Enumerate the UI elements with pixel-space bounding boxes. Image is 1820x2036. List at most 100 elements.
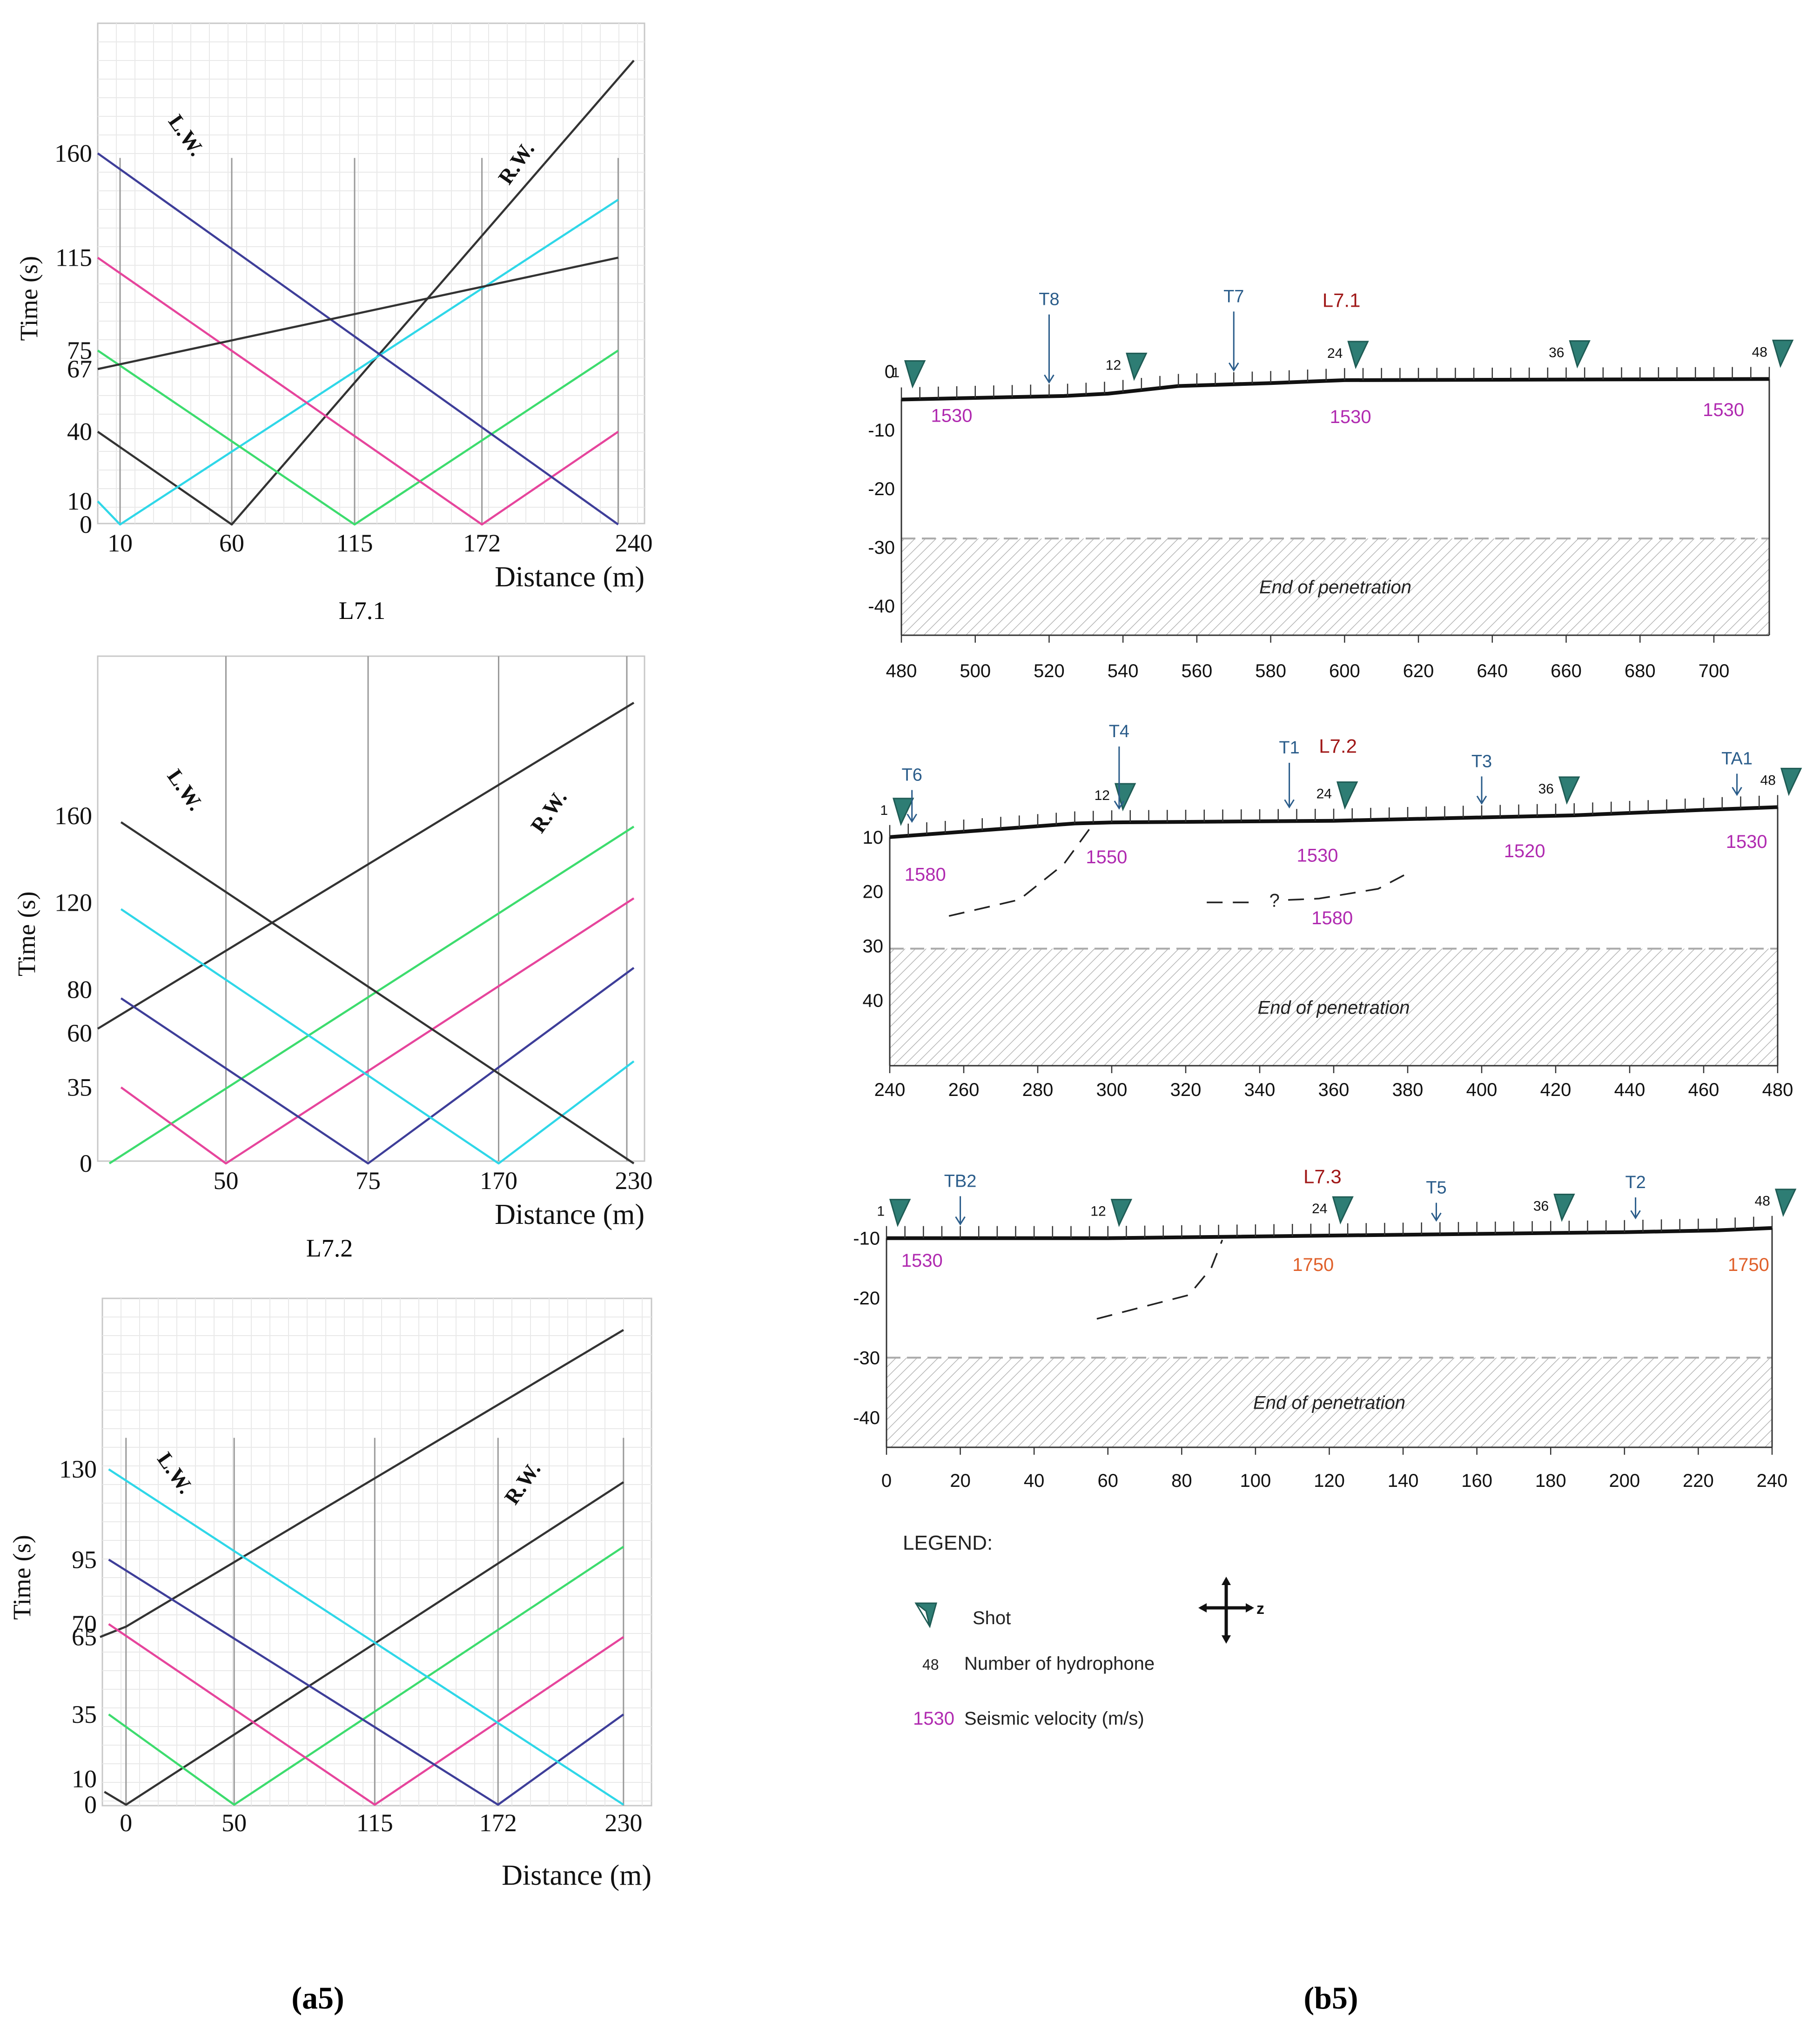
borehole-label: T1: [1279, 738, 1299, 758]
x-tick-label: 480: [886, 661, 917, 681]
shot-icon: [1126, 352, 1148, 381]
shot-icon: [1332, 1196, 1354, 1225]
x-tick-label: 520: [1034, 661, 1065, 681]
velocity-label: 1530: [1297, 845, 1338, 866]
profile-l7-2: End of penetration 1 12 24 36 48 T6 T4 T1 T3 TA1 15…: [863, 722, 1802, 1100]
x-tick-label: 600: [1329, 661, 1360, 681]
shot-icon: [1110, 1199, 1133, 1227]
x-tick-label: 660: [1551, 661, 1582, 681]
penetration-zone: [890, 948, 1778, 1066]
legend-shot-label: Shot: [973, 1608, 1011, 1628]
traveltime-series-2: [108, 826, 635, 1164]
x-tick-label: 140: [1388, 1471, 1419, 1491]
interface-dashed-line: [948, 828, 1090, 917]
x-tick-label: 230: [615, 1167, 653, 1195]
profile-l7-1: End of penetration 1 12 24 36 48 T8 T7 1530 1530 1…: [868, 287, 1794, 681]
traveltime-series-5: [120, 908, 635, 1165]
y-tick-label: -30: [853, 1348, 880, 1368]
plot-frame: [97, 22, 645, 524]
borehole-arrowhead: [1228, 362, 1239, 372]
traveltime-series-5: [108, 1559, 625, 1806]
x-tick-label: 50: [213, 1167, 238, 1195]
x-tick-label: 240: [615, 529, 653, 557]
borehole-arrowhead: [1284, 799, 1295, 809]
penetration-zone: [886, 1357, 1772, 1447]
borehole-arrowhead: [1114, 800, 1125, 810]
x-tick-label: 60: [219, 529, 244, 557]
shot-icon: [1558, 776, 1580, 805]
x-tick-label: 680: [1625, 661, 1656, 681]
penetration-label: End of penetration: [1253, 1393, 1405, 1413]
velocity-label: 1550: [1086, 847, 1127, 867]
x-tick-label: 200: [1609, 1471, 1640, 1491]
shot-icon: [1772, 339, 1794, 368]
x-tick-label: 440: [1614, 1080, 1645, 1100]
x-axis-label: Distance (m): [495, 1199, 645, 1230]
y-tick-label: 60: [67, 1019, 92, 1047]
uncertain-mark: ?: [1269, 890, 1280, 911]
traveltime-series-2: [104, 1481, 625, 1806]
borehole-label: T8: [1039, 290, 1059, 309]
velocity-label: 1520: [1504, 841, 1545, 861]
velocity-label: 1750: [1728, 1255, 1769, 1275]
x-tick-label: 10: [107, 529, 133, 557]
x-tick-label: 60: [1098, 1471, 1119, 1491]
hydrophone-number: 1: [877, 1204, 885, 1219]
borehole-label: TB2: [944, 1171, 977, 1191]
borehole-label: T2: [1625, 1173, 1645, 1192]
traveltime-series-4: [120, 967, 635, 1165]
x-tick-label: 540: [1108, 661, 1139, 681]
velocity-label: 1580: [1311, 908, 1353, 928]
x-axis-label: Distance (m): [502, 1860, 651, 1891]
profile-title: L7.2: [1319, 735, 1357, 757]
borehole-arrowhead: [1732, 786, 1742, 796]
x-tick-label: 0: [881, 1471, 892, 1491]
y-tick-label: 160: [54, 802, 92, 830]
hydrophone-number: 48: [1752, 344, 1767, 360]
interface-dashed-line: [1282, 874, 1404, 901]
traveltime-series-4: [97, 256, 619, 526]
y-tick-label: 35: [67, 1074, 92, 1102]
x-tick-label: 260: [948, 1080, 980, 1100]
x-tick-label: 160: [1461, 1471, 1492, 1491]
hydrophone-number: 48: [1760, 773, 1776, 788]
x-tick-label: 700: [1699, 661, 1730, 681]
y-tick-label: 20: [863, 882, 884, 902]
shot-icon: [1115, 783, 1136, 812]
x-tick-label: 40: [1024, 1471, 1045, 1491]
borehole-label: T3: [1471, 752, 1492, 771]
traveltime-series-6: [120, 821, 635, 1164]
y-tick-label: 67: [67, 355, 92, 383]
velocity-label: 1580: [905, 864, 946, 885]
y-tick-label: -40: [853, 1408, 880, 1428]
borehole-label: TA1: [1721, 749, 1753, 769]
y-tick-label: 0: [885, 362, 895, 382]
x-tick-label: 300: [1096, 1080, 1128, 1100]
y-tick-label: 40: [863, 991, 884, 1011]
y-tick-label: 80: [67, 975, 92, 1003]
x-tick-label: 172: [479, 1809, 517, 1837]
y-tick-label: 70: [72, 1610, 97, 1638]
hydrophone-number: 36: [1533, 1199, 1549, 1214]
y-tick-label: 35: [72, 1700, 97, 1728]
x-tick-label: 230: [604, 1809, 642, 1837]
x-tick-label: 420: [1540, 1080, 1572, 1100]
borehole-arrowhead: [955, 1216, 966, 1226]
y-axis-label: Time (s): [8, 1535, 36, 1620]
hydrophone-number: 12: [1090, 1204, 1106, 1219]
penetration-label: End of penetration: [1259, 577, 1411, 598]
traveltime-series-6: [97, 256, 618, 370]
x-tick-label: 120: [1314, 1471, 1345, 1491]
y-tick-label: 10: [863, 827, 884, 848]
penetration-label: End of penetration: [1258, 997, 1410, 1018]
y-tick-label: 0: [80, 1149, 92, 1177]
x-tick-label: 580: [1255, 661, 1286, 681]
legend-title: LEGEND:: [903, 1532, 993, 1554]
x-tick-label: 80: [1171, 1471, 1192, 1491]
x-tick-label: 20: [950, 1471, 971, 1491]
legend: LEGEND: Shot 48 Number of hydrophone 153…: [903, 1532, 1264, 1729]
hydrophone-number: 24: [1312, 1201, 1327, 1216]
hydrophone-number: 12: [1106, 357, 1121, 373]
